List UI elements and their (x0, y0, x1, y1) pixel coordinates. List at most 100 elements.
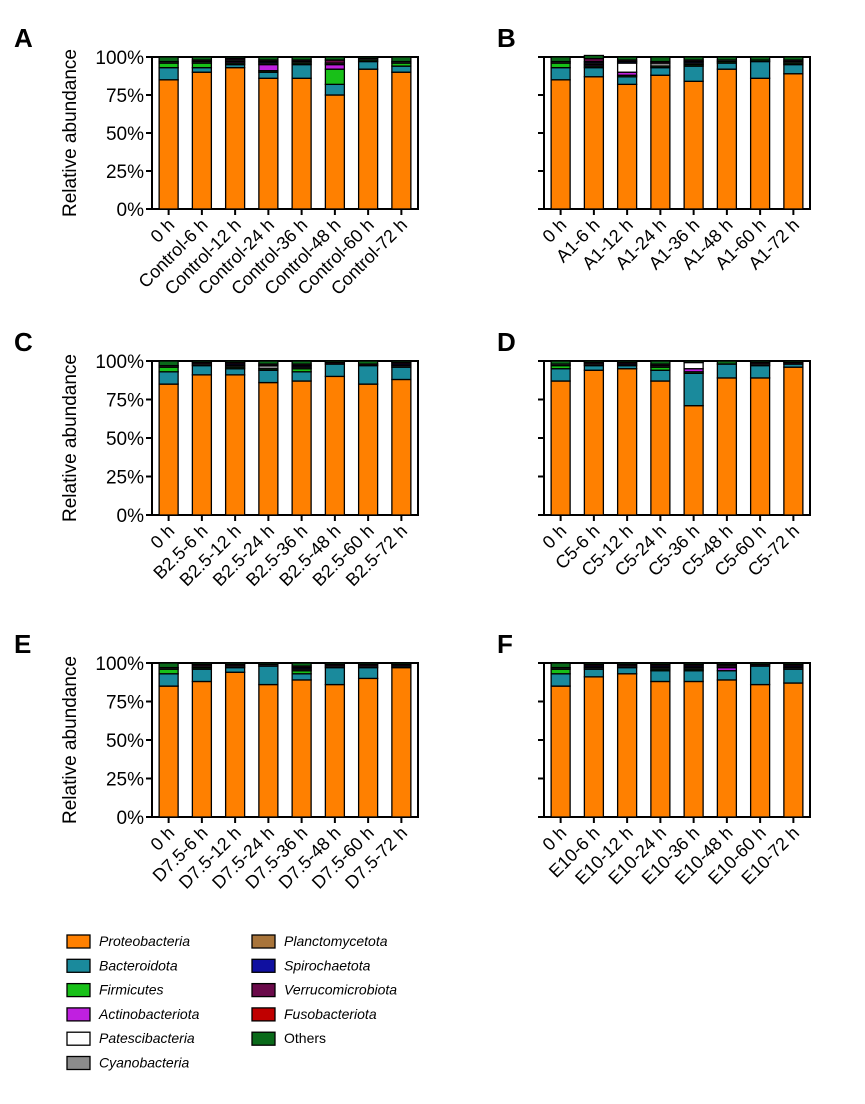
legend-swatch (251, 982, 276, 998)
bar-segment (550, 66, 571, 81)
bar-segment (783, 682, 804, 818)
bar-segment (583, 76, 605, 210)
bar-segment (550, 380, 571, 516)
bar-segment (158, 56, 179, 63)
legend-label: Verrucomicrobiota (284, 982, 397, 998)
bar-segment (616, 666, 638, 675)
bar-segment (158, 62, 179, 69)
bar-segment (716, 377, 738, 516)
bar-segment (550, 360, 571, 365)
legend-label: Fusobacteriota (284, 1006, 377, 1022)
legend-item: Spirochaetota (251, 957, 371, 973)
bar-segment (191, 66, 213, 73)
bar-segment (191, 62, 213, 69)
bar-segment (650, 74, 671, 210)
bar-segment (391, 65, 412, 73)
y-tick-label: 25% (106, 468, 144, 489)
bar-segment (357, 60, 379, 70)
bar-segment (224, 374, 246, 516)
y-tick-label: 100% (95, 654, 144, 675)
bar-segment (291, 77, 312, 210)
legend-label: Others (284, 1030, 326, 1046)
bar-segment (749, 662, 771, 666)
bar-segment (683, 372, 704, 407)
legend-swatch (251, 958, 276, 973)
y-tick-label: 50% (106, 429, 144, 450)
bar-segment (391, 360, 412, 364)
bar-segment (357, 666, 379, 680)
bar-segment (357, 56, 379, 60)
panel-letter: C (14, 327, 33, 357)
bar-segment (583, 369, 605, 516)
bar-segment (324, 68, 346, 86)
bar-segment (258, 63, 279, 72)
bar-segment (191, 680, 213, 818)
bar-segment (550, 56, 571, 63)
bar-segment (650, 662, 671, 666)
bar-segment (258, 71, 279, 79)
bar-segment (324, 56, 346, 61)
bar-segment (716, 56, 738, 61)
legend-item: Cyanobacteria (66, 1055, 189, 1071)
bar-segment (291, 63, 312, 79)
bar-segment (783, 360, 804, 364)
bar-segment (291, 679, 312, 818)
panel-b: B0 hA1-6 hA1-12 hA1-24 hA1-36 hA1-48 hA1… (497, 23, 811, 273)
bar-segment (291, 371, 312, 382)
bar-segment (224, 360, 246, 364)
y-tick-label: 75% (106, 693, 144, 714)
bar-segment (616, 83, 638, 210)
bar-segment (716, 68, 738, 210)
bar-segment (550, 673, 571, 687)
bar-segment (616, 673, 638, 818)
y-tick-label: 100% (95, 48, 144, 69)
bar-segment (550, 62, 571, 69)
bar-segment (683, 680, 704, 818)
legend-swatch (251, 1007, 276, 1022)
panel-letter: A (14, 23, 33, 53)
bar-segment (391, 56, 412, 63)
bar-segment (191, 374, 213, 516)
bar-segment (716, 662, 738, 666)
bar-segment (650, 360, 671, 365)
bar-segment (716, 363, 738, 379)
bar-segment (683, 662, 704, 666)
bar-segment (224, 368, 246, 376)
panel-letter: F (497, 629, 513, 659)
y-tick-label: 25% (106, 162, 144, 183)
legend-swatch (251, 934, 276, 949)
bar-segment (291, 662, 312, 667)
bar-segment (650, 369, 671, 382)
bar-segment (683, 360, 704, 364)
bar-segment (550, 368, 571, 382)
bar-segment (357, 662, 379, 666)
bar-segment (357, 68, 379, 210)
bar-segment (583, 364, 605, 371)
legend-item: Actinobacteriota (66, 1006, 200, 1022)
bar-segment (224, 662, 246, 666)
bar-segment (324, 63, 346, 70)
bar-segment (324, 360, 346, 364)
bar-segment (391, 378, 412, 516)
bar-segment (616, 360, 638, 364)
bar-segment (224, 671, 246, 818)
bar-segment (324, 666, 346, 686)
bar-segment (616, 368, 638, 516)
bar-segment (783, 63, 804, 75)
y-axis-label: Relative abundance (60, 656, 81, 824)
bar-segment (357, 677, 379, 818)
legend-swatch (66, 958, 91, 973)
y-tick-label: 50% (106, 731, 144, 752)
bar-segment (191, 71, 213, 210)
bar-segment (550, 79, 571, 210)
bar-segment (357, 383, 379, 516)
bar-segment (616, 662, 638, 666)
bar-segment (683, 80, 704, 210)
bar-segment (291, 56, 312, 61)
bar-segment (224, 56, 246, 60)
bar-segment (616, 56, 638, 61)
